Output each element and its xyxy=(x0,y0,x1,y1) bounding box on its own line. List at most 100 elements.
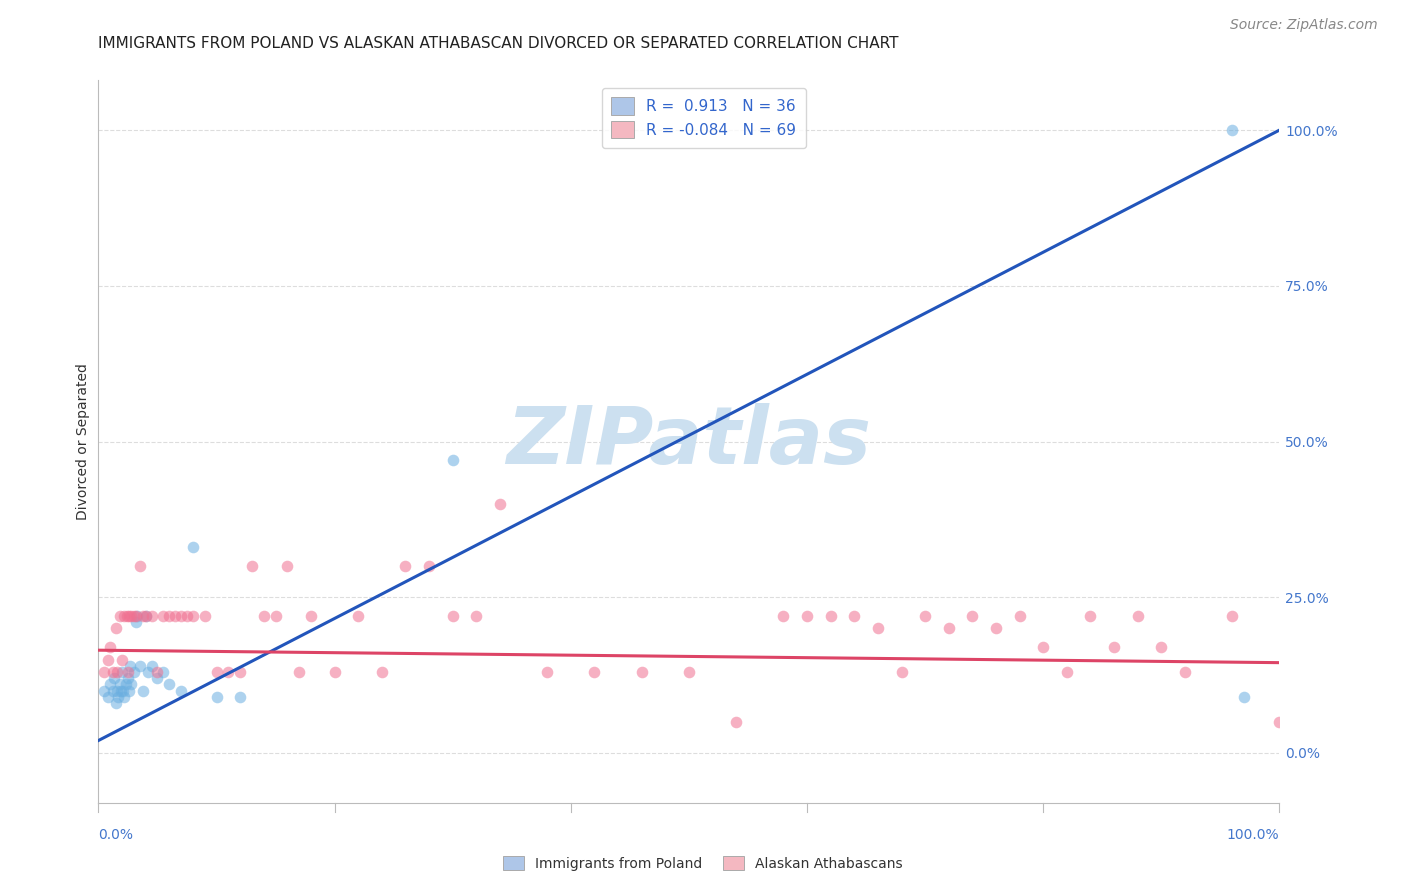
Point xyxy=(394,559,416,574)
Point xyxy=(132,609,155,624)
Point xyxy=(323,665,346,679)
Point xyxy=(1174,665,1197,679)
Point xyxy=(240,559,263,574)
Point xyxy=(938,621,960,635)
Point xyxy=(205,690,228,704)
Point xyxy=(122,609,145,624)
Point xyxy=(111,665,134,679)
Point xyxy=(103,671,125,685)
Point xyxy=(194,609,217,624)
Point xyxy=(253,609,276,624)
Point xyxy=(299,609,322,624)
Point xyxy=(105,665,128,679)
Point xyxy=(135,609,157,624)
Point xyxy=(98,640,121,654)
Point xyxy=(107,690,129,704)
Point xyxy=(820,609,842,624)
Point xyxy=(347,609,370,624)
Point xyxy=(1220,609,1243,624)
Point xyxy=(146,671,169,685)
Point xyxy=(125,615,148,630)
Point xyxy=(97,690,120,704)
Point xyxy=(97,652,120,666)
Point xyxy=(678,665,700,679)
Point xyxy=(583,665,606,679)
Point xyxy=(122,665,145,679)
Point xyxy=(135,609,157,624)
Point xyxy=(962,609,984,624)
Point xyxy=(112,690,135,704)
Point xyxy=(127,609,149,624)
Point xyxy=(136,665,159,679)
Point xyxy=(1150,640,1173,654)
Point xyxy=(101,665,124,679)
Point xyxy=(866,621,889,635)
Point xyxy=(418,559,440,574)
Point xyxy=(111,652,134,666)
Point xyxy=(170,683,193,698)
Point xyxy=(146,665,169,679)
Point xyxy=(115,609,138,624)
Point xyxy=(229,665,252,679)
Point xyxy=(152,665,174,679)
Point xyxy=(1126,609,1149,624)
Text: Source: ZipAtlas.com: Source: ZipAtlas.com xyxy=(1230,18,1378,32)
Point xyxy=(152,609,174,624)
Point xyxy=(276,559,298,574)
Point xyxy=(121,609,143,624)
Point xyxy=(165,609,187,624)
Legend: Immigrants from Poland, Alaskan Athabascans: Immigrants from Poland, Alaskan Athabasc… xyxy=(498,850,908,876)
Point xyxy=(725,714,748,729)
Text: 0.0%: 0.0% xyxy=(98,828,134,842)
Point xyxy=(1056,665,1078,679)
Text: 100.0%: 100.0% xyxy=(1227,828,1279,842)
Point xyxy=(105,683,128,698)
Point xyxy=(1032,640,1054,654)
Point xyxy=(465,609,488,624)
Point xyxy=(914,609,936,624)
Point xyxy=(489,497,512,511)
Point xyxy=(121,677,143,691)
Point xyxy=(890,665,912,679)
Point xyxy=(1008,609,1031,624)
Text: IMMIGRANTS FROM POLAND VS ALASKAN ATHABASCAN DIVORCED OR SEPARATED CORRELATION C: IMMIGRANTS FROM POLAND VS ALASKAN ATHABA… xyxy=(98,36,898,51)
Point xyxy=(110,683,132,698)
Point xyxy=(105,696,128,710)
Point xyxy=(441,453,464,467)
Point xyxy=(117,665,139,679)
Point xyxy=(101,683,124,698)
Point xyxy=(1233,690,1256,704)
Point xyxy=(984,621,1007,635)
Point xyxy=(844,609,866,624)
Point xyxy=(1102,640,1125,654)
Y-axis label: Divorced or Separated: Divorced or Separated xyxy=(76,363,90,520)
Point xyxy=(229,690,252,704)
Point xyxy=(1080,609,1102,624)
Point xyxy=(108,677,131,691)
Point xyxy=(105,621,128,635)
Point xyxy=(117,671,139,685)
Point xyxy=(132,683,155,698)
Point xyxy=(796,609,818,624)
Point xyxy=(118,683,141,698)
Point xyxy=(125,609,148,624)
Point xyxy=(1268,714,1291,729)
Point xyxy=(93,683,115,698)
Point xyxy=(217,665,239,679)
Point xyxy=(264,609,287,624)
Point xyxy=(181,541,204,555)
Point xyxy=(157,677,180,691)
Text: ZIPatlas: ZIPatlas xyxy=(506,402,872,481)
Point xyxy=(93,665,115,679)
Point xyxy=(114,677,136,691)
Point xyxy=(371,665,394,679)
Point xyxy=(128,658,150,673)
Point xyxy=(536,665,558,679)
Point xyxy=(112,683,135,698)
Point xyxy=(118,609,141,624)
Point xyxy=(141,609,163,624)
Point xyxy=(772,609,794,624)
Point xyxy=(120,658,142,673)
Point xyxy=(128,559,150,574)
Point xyxy=(157,609,180,624)
